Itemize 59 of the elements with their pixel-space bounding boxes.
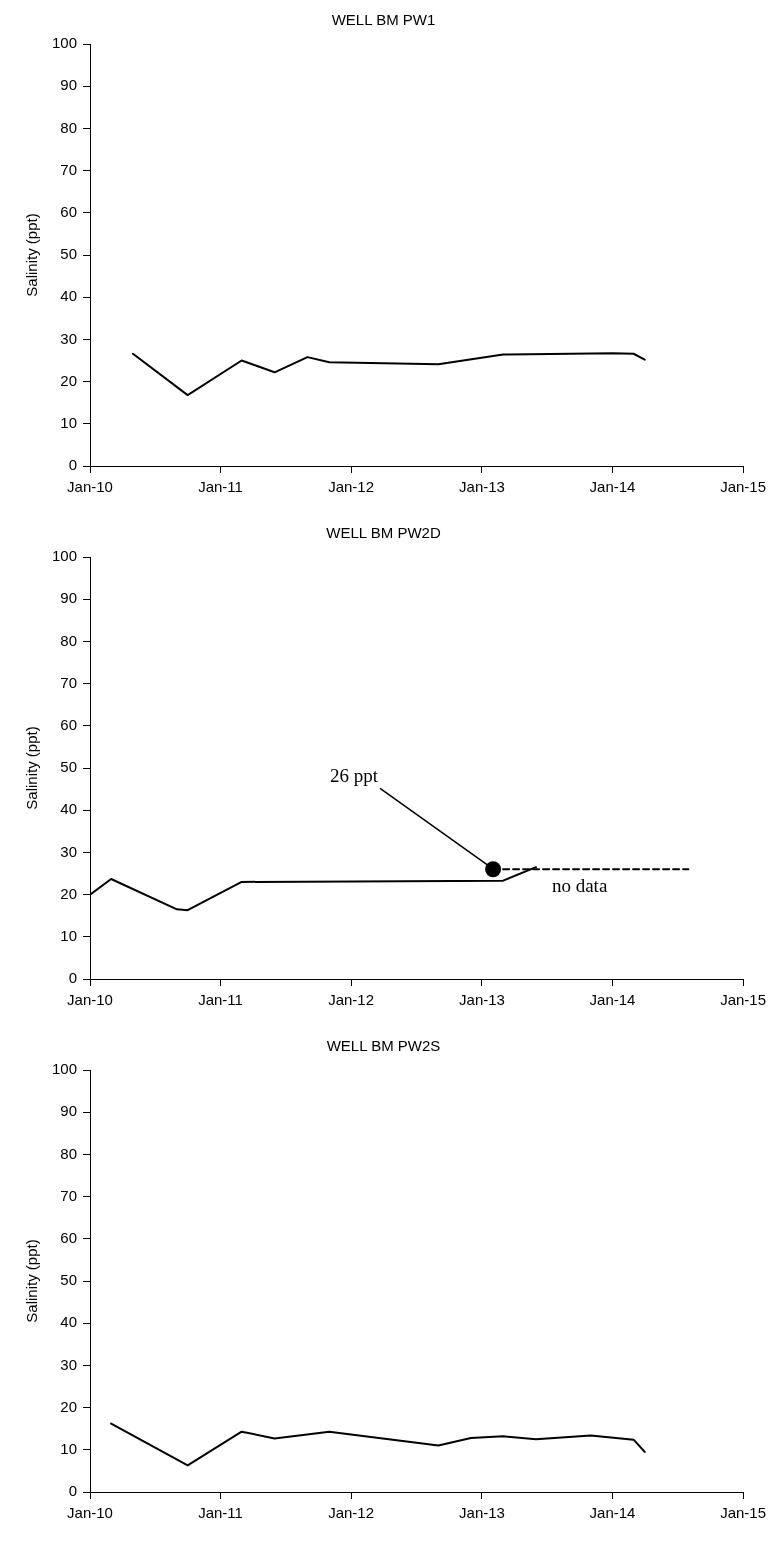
x-tick-label: Jan-14 <box>589 991 636 1009</box>
x-tick-label: Jan-15 <box>720 991 767 1009</box>
y-tick-label: 40 <box>60 1313 78 1331</box>
y-tick-label: 10 <box>60 1439 78 1457</box>
x-tick-label: Jan-12 <box>328 478 375 496</box>
y-tick-label: 100 <box>52 547 78 565</box>
y-tick-label: 50 <box>60 758 78 776</box>
chart-title: WELL BM PW1 <box>331 11 436 29</box>
x-tick-label: Jan-14 <box>589 478 636 496</box>
y-tick-label: 0 <box>68 456 78 474</box>
annotation: no data <box>551 874 608 896</box>
x-tick-label: Jan-12 <box>328 991 375 1009</box>
chart-title: WELL BM PW2D <box>326 524 441 542</box>
y-tick-label: 20 <box>60 884 78 902</box>
y-tick-label: 0 <box>68 969 78 987</box>
x-tick-label: Jan-13 <box>459 1504 505 1522</box>
x-tick-label: Jan-11 <box>198 478 243 496</box>
y-axis-title: Salinity (ppt) <box>23 726 41 810</box>
y-tick-label: 40 <box>60 287 78 305</box>
y-tick-label: 50 <box>60 1271 78 1289</box>
x-tick-label: Jan-10 <box>67 991 113 1009</box>
y-tick-label: 40 <box>60 800 78 818</box>
x-tick-label: Jan-14 <box>589 1504 636 1522</box>
y-tick-label: 100 <box>52 34 78 52</box>
y-tick-label: 30 <box>60 842 78 860</box>
x-tick-label: Jan-15 <box>720 1504 767 1522</box>
x-tick-label: Jan-11 <box>198 1504 243 1522</box>
x-tick-label: Jan-11 <box>198 991 243 1009</box>
y-tick-label: 60 <box>60 202 78 220</box>
chart-title: WELL BM PW2S <box>326 1037 441 1055</box>
y-tick-label: 60 <box>60 1228 78 1246</box>
annotation: 26 ppt <box>330 764 379 786</box>
y-tick-label: 60 <box>60 715 78 733</box>
y-tick-label: 80 <box>60 1144 78 1162</box>
y-tick-label: 0 <box>68 1482 78 1500</box>
y-tick-label: 30 <box>60 1355 78 1373</box>
y-tick-label: 20 <box>60 1397 78 1415</box>
x-tick-label: Jan-12 <box>328 1504 375 1522</box>
y-axis-title: Salinity (ppt) <box>23 1239 41 1323</box>
y-tick-label: 70 <box>60 160 78 178</box>
y-tick-label: 90 <box>60 1102 78 1120</box>
y-tick-label: 80 <box>60 118 78 136</box>
y-tick-label: 70 <box>60 673 78 691</box>
y-tick-label: 80 <box>60 631 78 649</box>
y-tick-label: 70 <box>60 1186 78 1204</box>
x-tick-label: Jan-10 <box>67 1504 113 1522</box>
x-tick-label: Jan-15 <box>720 478 767 496</box>
x-tick-label: Jan-10 <box>67 478 113 496</box>
y-tick-label: 20 <box>60 371 78 389</box>
y-tick-label: 10 <box>60 413 78 431</box>
y-tick-label: 10 <box>60 926 78 944</box>
x-tick-label: Jan-13 <box>459 478 505 496</box>
y-tick-label: 50 <box>60 245 78 263</box>
x-tick-label: Jan-13 <box>459 991 505 1009</box>
y-tick-label: 90 <box>60 589 78 607</box>
y-axis-title: Salinity (ppt) <box>23 213 41 297</box>
y-tick-label: 100 <box>52 1060 78 1078</box>
y-tick-label: 30 <box>60 329 78 347</box>
y-tick-label: 90 <box>60 76 78 94</box>
